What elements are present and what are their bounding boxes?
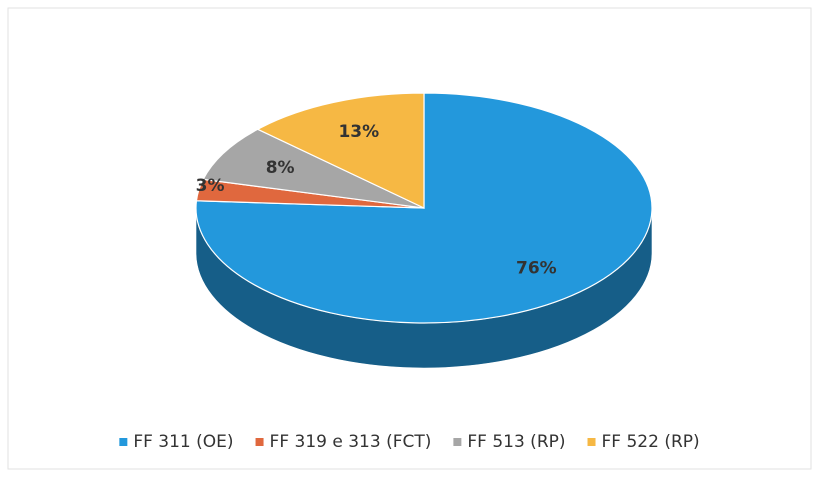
- data-label: 8%: [266, 158, 295, 178]
- slice: [195, 92, 653, 324]
- legend-swatch: [453, 438, 462, 446]
- legend-swatch: [587, 438, 596, 446]
- legend-label: FF 522 (RP): [602, 432, 700, 452]
- legend-label: FF 319 e 313 (FCT): [270, 432, 432, 452]
- legend-swatch: [255, 438, 264, 446]
- legend-item: FF 319 e 313 (FCT): [255, 432, 432, 452]
- slice: [256, 92, 425, 209]
- data-label: 76%: [516, 258, 557, 278]
- data-label: 13%: [338, 122, 379, 142]
- legend-item: FF 522 (RP): [587, 432, 700, 452]
- slice: [202, 128, 425, 209]
- data-label: 3%: [196, 176, 225, 196]
- legend-swatch: [119, 438, 128, 446]
- legend-item: FF 311 (OE): [119, 432, 234, 452]
- legend-item: FF 513 (RP): [453, 432, 566, 452]
- legend-label: FF 513 (RP): [467, 432, 565, 452]
- legend-label: FF 311 (OE): [133, 432, 233, 452]
